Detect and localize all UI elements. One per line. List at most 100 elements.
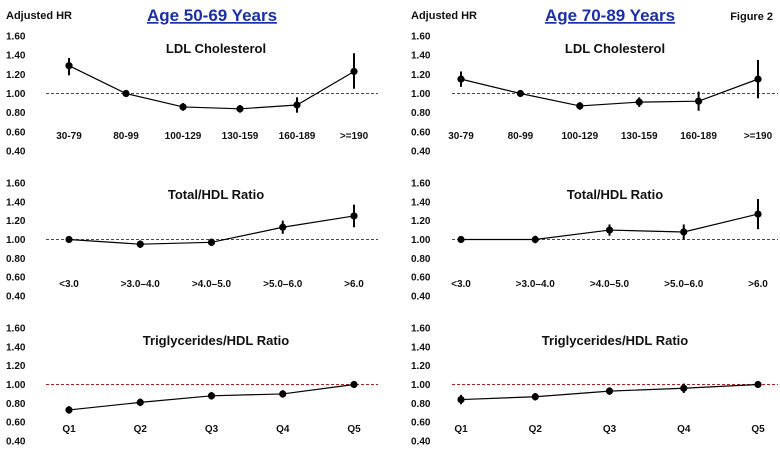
data-point	[65, 62, 73, 70]
data-point	[236, 105, 244, 113]
category-label: >5.0–6.0	[263, 279, 303, 290]
category-label: 100-129	[561, 131, 598, 142]
category-label: Q1	[62, 424, 76, 435]
category-label: 160-189	[279, 131, 316, 142]
data-point	[136, 398, 144, 406]
category-label: Q5	[751, 424, 765, 435]
y-tick-label: 1.00	[411, 380, 431, 391]
category-label: Q1	[454, 424, 468, 435]
data-point	[531, 393, 539, 401]
y-tick-label: 1.20	[411, 70, 431, 81]
data-point	[457, 235, 465, 244]
category-label: Q5	[347, 424, 361, 435]
category-label: >6.0	[344, 279, 364, 290]
y-tick-label: 0.40	[411, 292, 431, 303]
category-label: Q4	[276, 424, 290, 435]
y-tick-label: 1.40	[6, 51, 26, 62]
category-label: 80-99	[508, 131, 534, 142]
series-line	[68, 65, 355, 110]
data-point	[457, 75, 465, 83]
y-tick-label: 1.60	[411, 32, 431, 43]
category-label: 100-129	[165, 131, 202, 142]
y-tick-label: 1.60	[411, 324, 431, 335]
panel-title: Total/HDL Ratio	[567, 187, 663, 202]
y-tick-label: 0.80	[6, 399, 26, 410]
panel-title: LDL Cholesterol	[166, 41, 266, 56]
column-heading: Age 50-69 Years	[147, 6, 277, 25]
y-tick-label: 0.40	[6, 147, 26, 158]
data-point	[680, 228, 688, 236]
y-tick-label: 0.60	[6, 418, 26, 429]
series-line	[460, 78, 759, 107]
data-point	[293, 101, 301, 109]
y-tick-label: 1.60	[411, 179, 431, 190]
category-label: 130-159	[222, 131, 259, 142]
data-point	[350, 380, 358, 389]
y-tick-label: 1.60	[6, 32, 26, 43]
data-point	[605, 226, 614, 234]
y-tick-label: 1.00	[411, 89, 431, 100]
y-tick-label: 0.80	[6, 254, 26, 265]
y-tick-label: 0.60	[411, 273, 431, 284]
category-label: >5.0–6.0	[664, 279, 704, 290]
category-label: <3.0	[451, 279, 471, 290]
figure-label: Figure 2	[730, 11, 773, 23]
y-tick-label: 0.40	[411, 147, 431, 158]
data-point	[457, 395, 465, 404]
category-label: >=190	[340, 131, 369, 142]
y-tick-label: 0.60	[411, 418, 431, 429]
y-tick-label: 1.40	[411, 197, 431, 208]
data-point	[576, 102, 584, 110]
data-point	[65, 235, 73, 244]
category-label: >6.0	[748, 279, 768, 290]
y-tick-label: 0.80	[6, 108, 26, 119]
y-tick-label: 1.00	[6, 380, 26, 391]
y-tick-label: 0.60	[411, 127, 431, 138]
column-heading: Age 70-89 Years	[545, 6, 675, 25]
category-label: >4.0–5.0	[590, 279, 630, 290]
data-point	[635, 98, 643, 106]
data-point	[516, 89, 525, 98]
y-tick-label: 1.60	[6, 179, 26, 190]
data-point	[350, 67, 358, 76]
data-point	[179, 103, 187, 111]
data-point	[531, 235, 539, 244]
category-label: >3.0–4.0	[121, 279, 161, 290]
y-tick-label: 0.80	[411, 108, 431, 119]
y-tick-label: 1.60	[6, 324, 26, 335]
data-point	[65, 406, 73, 414]
y-axis-label: Adjusted HR	[6, 10, 72, 22]
y-tick-label: 1.00	[411, 235, 431, 246]
y-tick-label: 1.20	[6, 216, 26, 227]
data-point	[279, 390, 287, 398]
data-point	[754, 380, 762, 389]
data-point	[122, 89, 130, 98]
y-tick-label: 0.40	[411, 437, 431, 448]
category-label: Q3	[205, 424, 219, 435]
y-tick-label: 1.20	[6, 70, 26, 81]
category-label: Q4	[677, 424, 691, 435]
data-point	[695, 97, 703, 105]
data-point	[136, 240, 144, 248]
y-tick-label: 1.40	[6, 197, 26, 208]
y-tick-label: 1.00	[6, 235, 26, 246]
panel-title: Triglycerides/HDL Ratio	[143, 333, 289, 348]
panel-title: Total/HDL Ratio	[168, 187, 264, 202]
category-label: Q2	[529, 424, 543, 435]
category-label: 80-99	[113, 131, 139, 142]
category-label: >4.0–5.0	[192, 279, 232, 290]
data-point	[350, 212, 358, 220]
data-point	[680, 384, 688, 392]
y-tick-label: 1.40	[411, 51, 431, 62]
category-label: 160-189	[680, 131, 717, 142]
category-label: 30-79	[56, 131, 82, 142]
data-point	[605, 387, 614, 395]
y-axis-label: Adjusted HR	[411, 10, 477, 22]
category-label: 30-79	[448, 131, 474, 142]
y-tick-label: 1.20	[411, 216, 431, 227]
y-tick-label: 0.60	[6, 273, 26, 284]
y-tick-label: 1.40	[6, 342, 26, 353]
y-tick-label: 1.00	[6, 89, 26, 100]
data-point	[279, 223, 287, 231]
